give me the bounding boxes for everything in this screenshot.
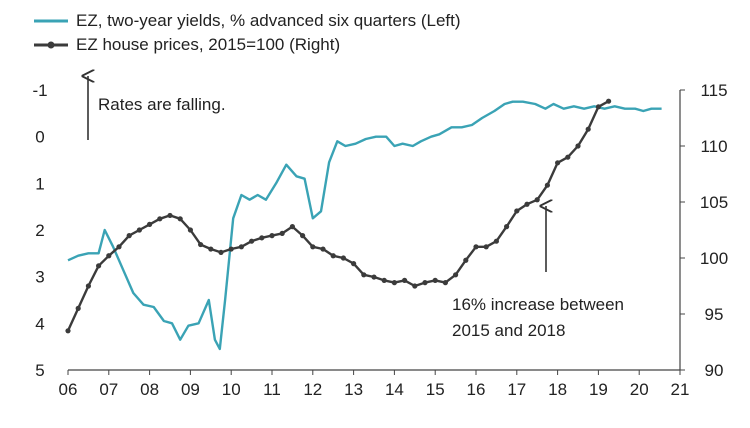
series-point-house — [524, 201, 530, 207]
series-point-house — [198, 241, 204, 248]
right-tick-label: 110 — [700, 137, 727, 156]
series-point-house — [381, 277, 387, 283]
x-tick-label: 15 — [426, 380, 445, 399]
series-point-house — [238, 244, 244, 250]
series-point-house — [565, 154, 571, 160]
series-point-house — [544, 182, 551, 188]
x-tick-label: 09 — [181, 380, 200, 399]
left-tick-label: 1 — [35, 174, 44, 193]
series-point-house — [187, 227, 193, 233]
series-point-house — [606, 98, 612, 104]
x-tick-label: 16 — [467, 380, 486, 399]
annotation-rates: Rates are falling. — [98, 95, 226, 114]
series-point-house — [534, 197, 540, 203]
x-tick-label: 06 — [59, 380, 78, 399]
x-tick-label: 18 — [548, 380, 567, 399]
left-tick-label: -1 — [32, 81, 47, 100]
series-point-house — [320, 246, 326, 252]
series-point-house — [555, 160, 561, 166]
legend-label-yields: EZ, two-year yields, % advanced six quar… — [76, 11, 461, 30]
series-point-house — [269, 233, 275, 239]
series-point-house — [167, 212, 173, 219]
series-point-house — [361, 272, 367, 278]
x-tick-label: 21 — [671, 380, 690, 399]
series-point-house — [575, 143, 581, 149]
series-point-house — [504, 224, 510, 230]
series-point-house — [473, 244, 479, 250]
series-point-house — [208, 246, 214, 252]
series-point-house — [147, 221, 153, 227]
series-point-house — [249, 238, 255, 244]
series-point-house — [514, 208, 520, 214]
x-tick-label: 08 — [140, 380, 159, 399]
series-point-house — [402, 277, 408, 283]
right-tick-label: 105 — [700, 193, 728, 212]
series-point-house — [351, 261, 357, 267]
series-point-house — [595, 104, 602, 110]
annotation-increase-line2: 2015 and 2018 — [452, 321, 565, 340]
series-point-house — [340, 255, 346, 261]
left-tick-label: 2 — [35, 221, 44, 240]
series-point-house — [177, 216, 183, 222]
left-tick-label: 4 — [35, 314, 44, 333]
right-tick-label: 90 — [705, 361, 724, 380]
legend: EZ, two-year yields, % advanced six quar… — [34, 9, 461, 57]
series-point-house — [422, 280, 428, 286]
x-tick-label: 11 — [263, 380, 281, 399]
legend-line-house-icon — [34, 41, 68, 49]
series-point-house — [463, 257, 469, 263]
legend-label-house: EZ house prices, 2015=100 (Right) — [76, 35, 341, 54]
series-point-house — [310, 244, 316, 250]
legend-line-yields-icon — [34, 19, 68, 23]
annotation-increase-line1: 16% increase between — [452, 295, 624, 314]
series-point-house — [65, 328, 71, 334]
series-point-house — [442, 280, 448, 286]
legend-item-yields: EZ, two-year yields, % advanced six quar… — [34, 9, 461, 33]
x-tick-label: 17 — [507, 380, 526, 399]
series-point-house — [75, 305, 81, 311]
series-point-house — [391, 280, 397, 286]
series-point-house — [330, 253, 336, 259]
left-tick-label: 5 — [35, 361, 44, 380]
series-point-house — [218, 249, 224, 255]
x-tick-label: 20 — [630, 380, 649, 399]
x-tick-label: 14 — [385, 380, 404, 399]
x-tick-label: 10 — [222, 380, 241, 399]
x-tick-label: 07 — [99, 380, 118, 399]
series-point-house — [432, 277, 438, 283]
series-point-house — [279, 230, 285, 236]
series-point-house — [228, 246, 234, 252]
series-point-house — [136, 227, 142, 233]
legend-item-house: EZ house prices, 2015=100 (Right) — [34, 33, 461, 57]
right-tick-label: 115 — [700, 81, 727, 100]
series-line-yields — [67, 100, 662, 351]
series-point-house — [453, 272, 459, 278]
series-point-house — [493, 238, 499, 244]
series-point-house — [85, 283, 91, 289]
series-point-house — [116, 244, 122, 250]
series-point-house — [371, 274, 377, 280]
left-tick-label: 0 — [35, 128, 44, 147]
series-point-house — [96, 263, 102, 269]
x-tick-label: 13 — [344, 380, 363, 399]
series-point-house — [412, 283, 418, 289]
right-tick-label: 95 — [705, 305, 724, 324]
x-tick-label: 12 — [303, 380, 322, 399]
right-tick-label: 100 — [700, 249, 728, 268]
left-tick-label: 3 — [35, 268, 44, 287]
series-point-house — [106, 253, 112, 259]
series-point-house — [585, 126, 591, 132]
series-point-house — [259, 235, 265, 241]
series-point-house — [300, 233, 306, 239]
x-tick-label: 19 — [589, 380, 608, 399]
series-point-house — [157, 216, 163, 222]
series-point-house — [483, 244, 489, 250]
series-point-house — [289, 224, 295, 230]
series-point-house — [126, 233, 132, 239]
